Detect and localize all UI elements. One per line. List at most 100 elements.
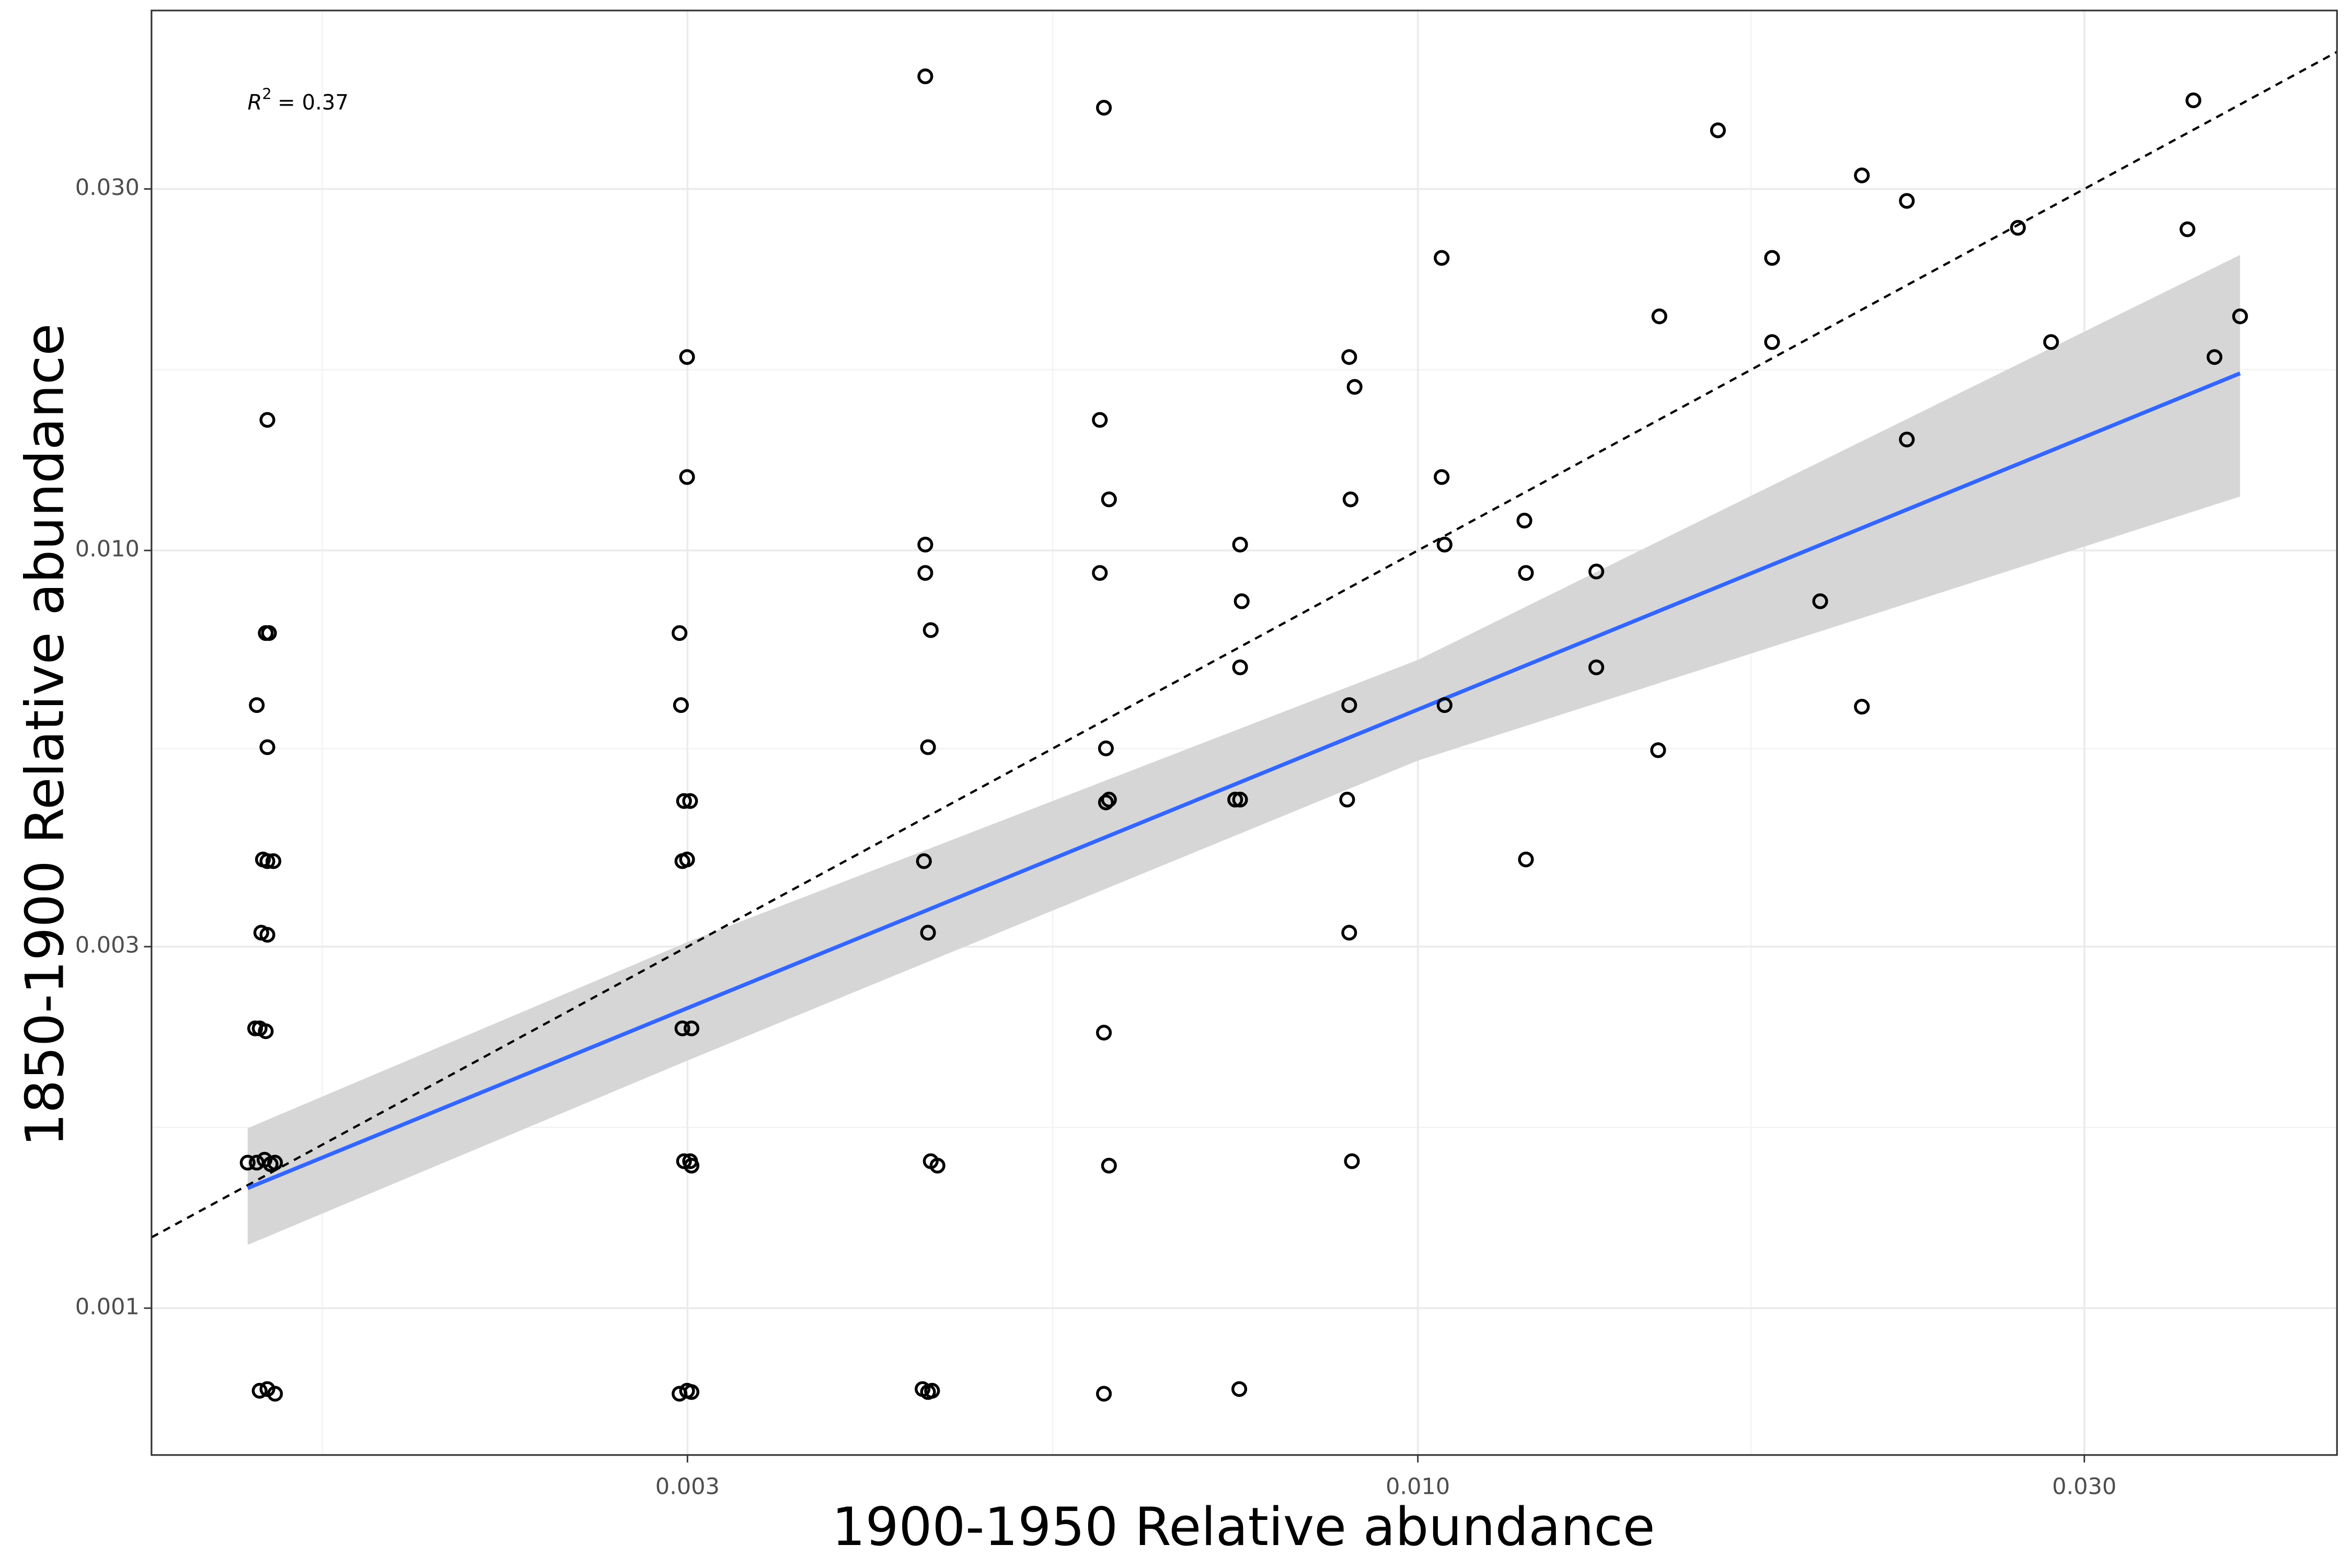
annotation-r: R bbox=[248, 91, 262, 115]
point bbox=[1434, 469, 1450, 485]
x-tick-label: 0.010 bbox=[1386, 1473, 1450, 1500]
panel-border bbox=[151, 9, 2338, 1456]
axes: 0.003 0.010 0.030 0.001 0.003 0.010 0.030 bbox=[75, 175, 2117, 1500]
point bbox=[1098, 794, 1114, 811]
point bbox=[1101, 1158, 1117, 1174]
point bbox=[2180, 221, 2196, 237]
point bbox=[1899, 193, 1915, 209]
point bbox=[920, 739, 936, 755]
point bbox=[1339, 791, 1355, 808]
point bbox=[261, 625, 277, 641]
x-tick-label: 0.030 bbox=[2052, 1473, 2116, 1500]
annotation: R2 = 0.37 bbox=[248, 85, 349, 114]
point bbox=[267, 1386, 283, 1402]
point bbox=[2232, 308, 2248, 325]
point bbox=[1231, 1381, 1248, 1397]
point bbox=[1518, 851, 1534, 868]
y-tick-label: 0.010 bbox=[75, 536, 140, 562]
point bbox=[679, 469, 695, 485]
point bbox=[1436, 697, 1452, 713]
point bbox=[251, 1382, 268, 1399]
point bbox=[1434, 250, 1450, 266]
point bbox=[1764, 250, 1780, 266]
y-axis-title: 1850-1900 Relative abundance bbox=[15, 324, 76, 1147]
point bbox=[1092, 565, 1108, 581]
point bbox=[924, 1382, 940, 1399]
point bbox=[1098, 740, 1114, 756]
y-tick-label: 0.030 bbox=[75, 175, 140, 201]
point bbox=[1233, 593, 1250, 609]
point bbox=[1812, 593, 1828, 609]
point bbox=[249, 697, 265, 713]
point bbox=[1650, 742, 1666, 758]
plot-area bbox=[151, 51, 2337, 1402]
y-tick-label: 0.003 bbox=[75, 932, 140, 959]
point bbox=[1854, 699, 1870, 715]
point bbox=[266, 853, 282, 869]
point bbox=[259, 927, 275, 943]
point bbox=[683, 1020, 700, 1036]
point bbox=[259, 853, 275, 869]
fit-line bbox=[247, 371, 2241, 1190]
point bbox=[2043, 334, 2059, 350]
point bbox=[1096, 1024, 1112, 1041]
point bbox=[1588, 563, 1605, 580]
point bbox=[916, 853, 932, 869]
point bbox=[917, 565, 933, 581]
point bbox=[682, 793, 698, 809]
point bbox=[1341, 697, 1357, 713]
point bbox=[1342, 491, 1359, 508]
identity-line bbox=[151, 51, 2337, 1239]
point bbox=[1232, 659, 1248, 675]
point bbox=[258, 1023, 274, 1040]
point bbox=[1710, 122, 1726, 139]
point bbox=[2185, 92, 2201, 109]
point bbox=[1096, 1386, 1112, 1402]
point bbox=[259, 739, 275, 755]
point bbox=[1588, 659, 1605, 675]
point bbox=[1092, 412, 1108, 428]
point bbox=[920, 925, 936, 941]
point bbox=[1232, 536, 1248, 553]
y-tick-label: 0.001 bbox=[75, 1294, 140, 1320]
annotation-sup: 2 bbox=[262, 85, 271, 102]
point bbox=[1232, 791, 1248, 808]
point bbox=[1341, 349, 1357, 365]
point bbox=[683, 1158, 700, 1174]
point bbox=[917, 68, 933, 85]
point bbox=[1899, 431, 1915, 447]
point bbox=[1764, 334, 1780, 350]
point bbox=[1101, 491, 1117, 508]
point bbox=[1227, 791, 1243, 808]
point bbox=[679, 349, 695, 365]
annotation-value: = 0.37 bbox=[278, 91, 349, 115]
point bbox=[917, 536, 933, 553]
point bbox=[672, 625, 688, 641]
point bbox=[929, 1158, 946, 1174]
point bbox=[1344, 1153, 1360, 1169]
point bbox=[676, 793, 692, 809]
confidence-band bbox=[247, 255, 2240, 1245]
grid bbox=[151, 10, 2337, 1455]
point bbox=[1854, 167, 1870, 183]
point bbox=[2010, 220, 2026, 236]
point bbox=[267, 1155, 283, 1171]
point bbox=[1101, 791, 1117, 808]
point bbox=[1518, 565, 1534, 581]
point bbox=[239, 1155, 256, 1171]
point bbox=[1346, 379, 1363, 395]
point bbox=[1341, 925, 1357, 941]
point bbox=[923, 622, 939, 638]
point bbox=[683, 1384, 700, 1400]
point bbox=[1096, 100, 1112, 116]
point bbox=[673, 697, 689, 713]
point bbox=[2206, 349, 2222, 365]
x-tick-label: 0.003 bbox=[655, 1473, 720, 1500]
point bbox=[679, 851, 695, 868]
point bbox=[674, 1020, 690, 1036]
point bbox=[259, 412, 275, 428]
point bbox=[1651, 308, 1667, 325]
point bbox=[1436, 536, 1452, 553]
